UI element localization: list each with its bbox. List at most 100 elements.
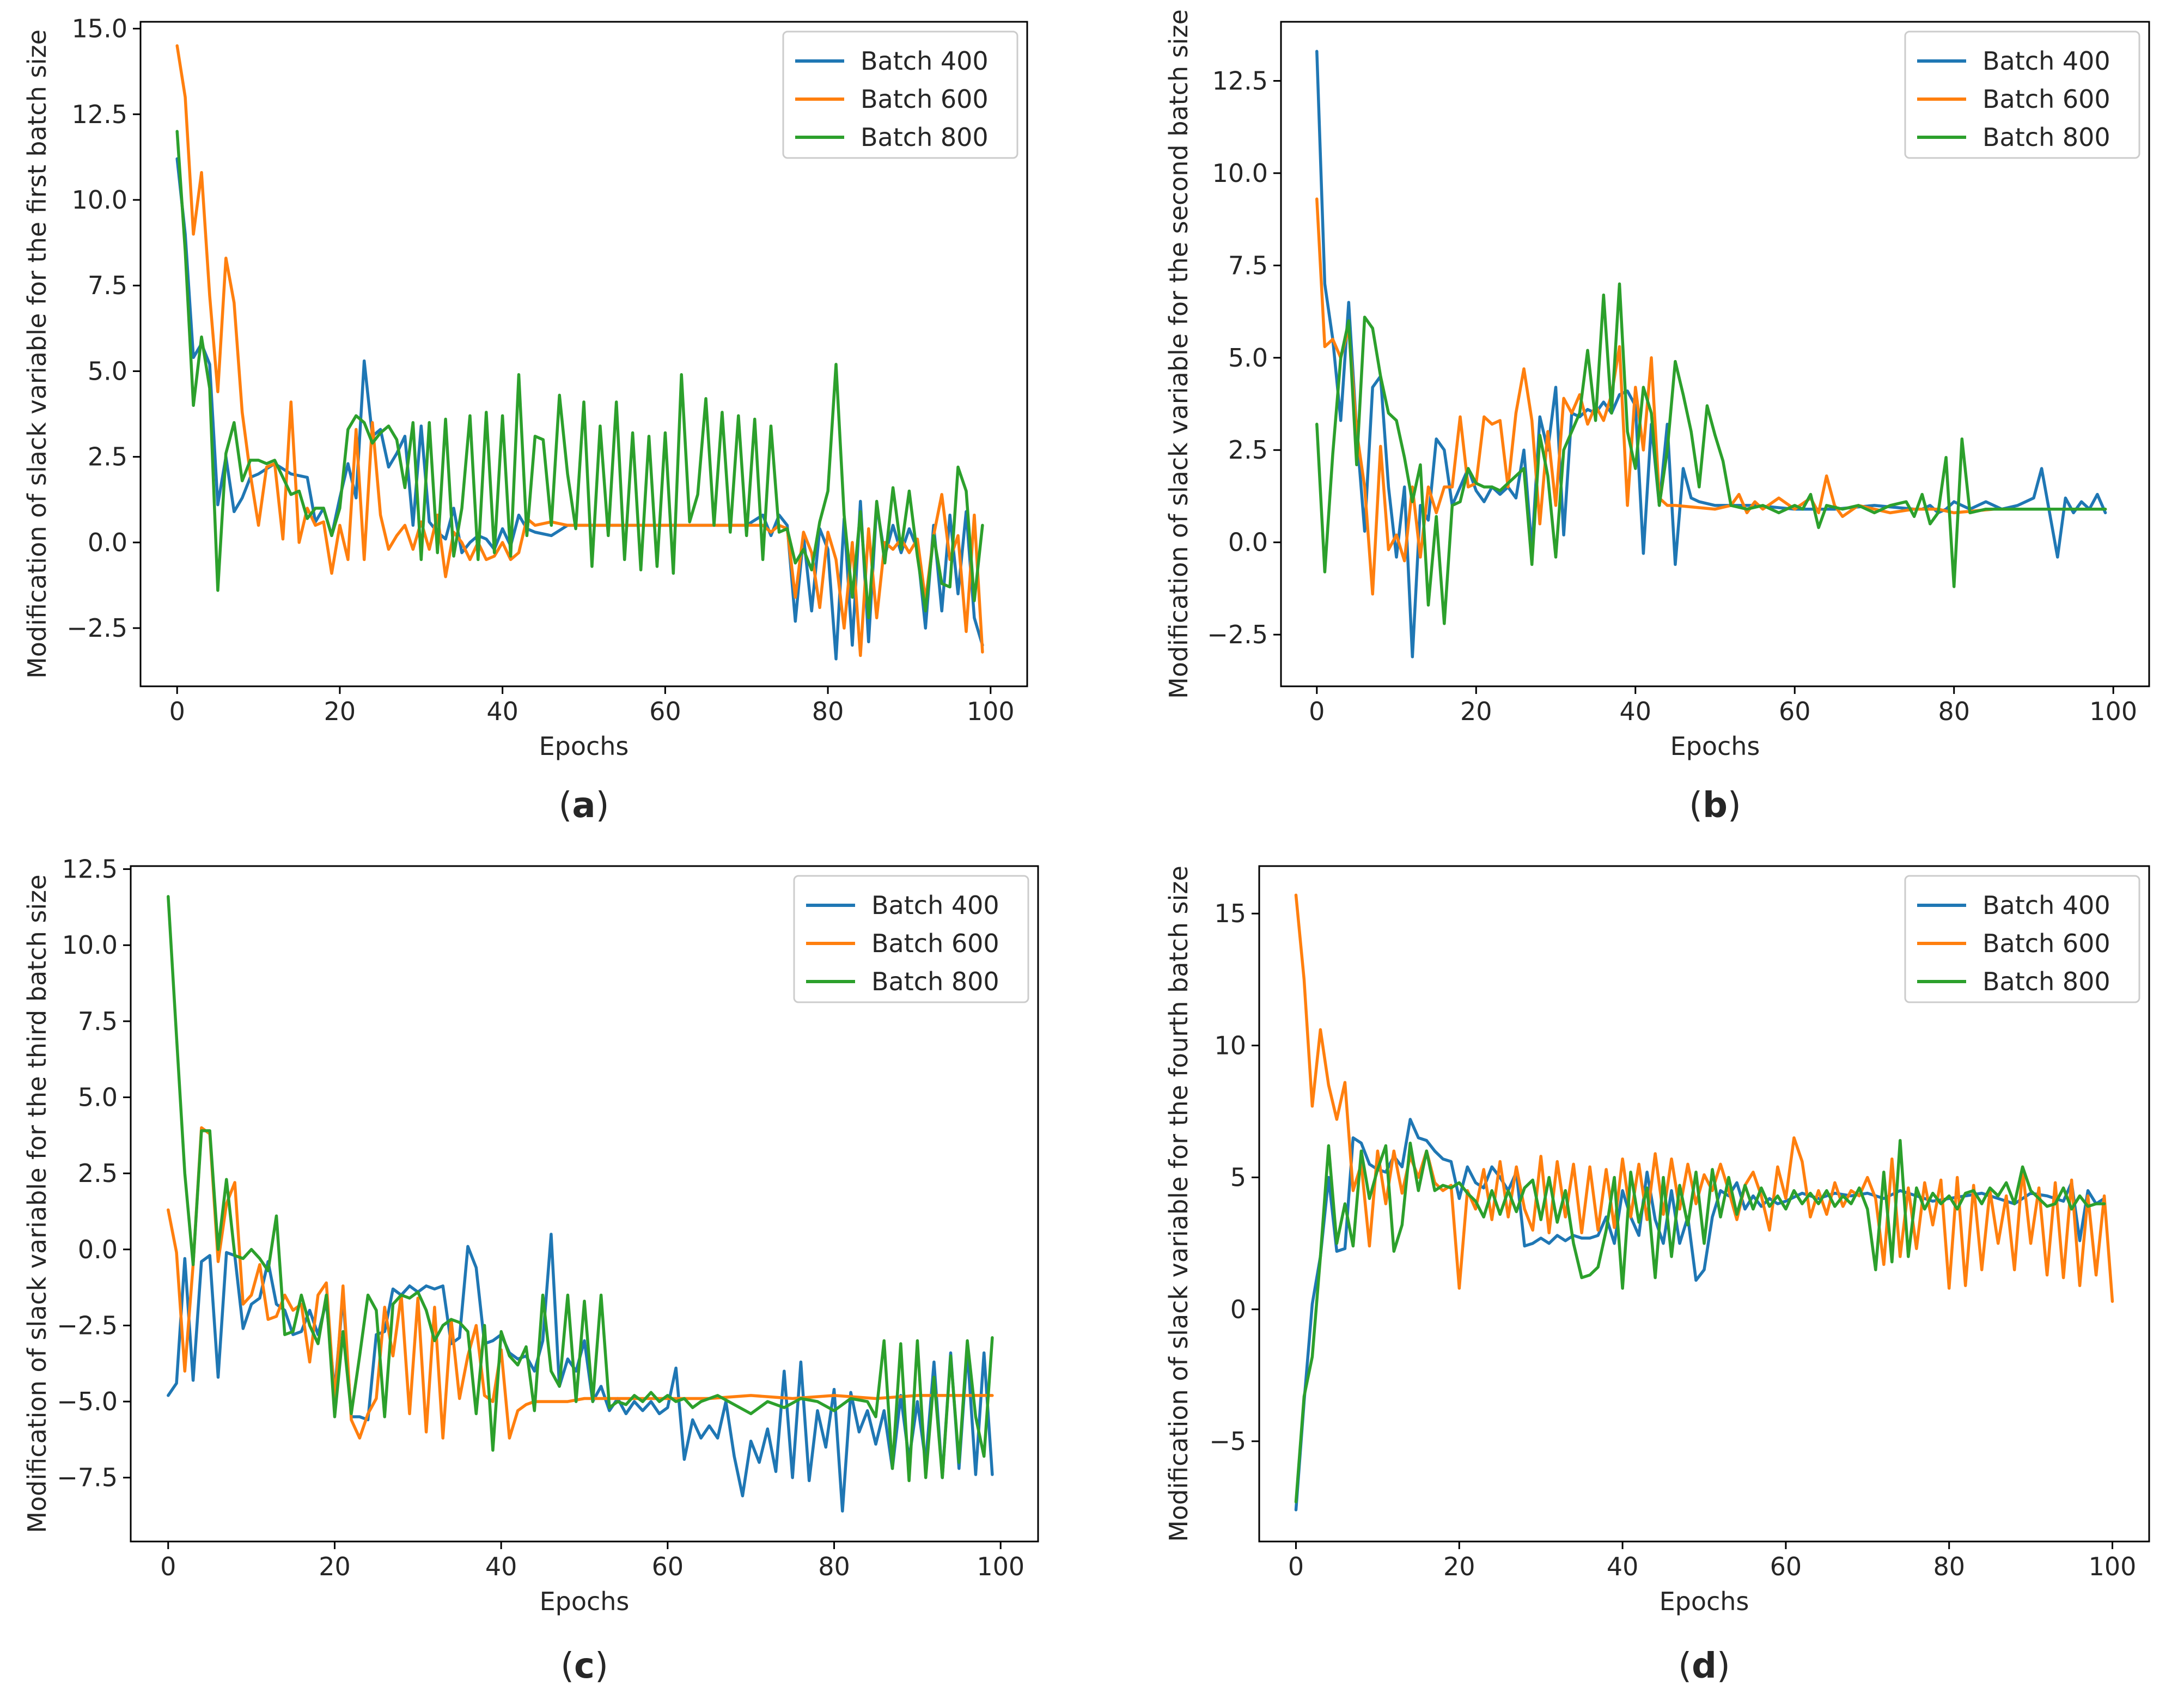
- legend-label: Batch 600: [871, 929, 999, 958]
- y-tick-label: 0.0: [88, 528, 127, 557]
- x-tick-label: 40: [486, 697, 518, 726]
- legend-label: Batch 400: [871, 891, 999, 920]
- panel-b: 0 20 40 60 80 100 −2.5 0.0 2.5 5.0 7.5 10.0 12.5 Epoc…: [1164, 9, 2150, 826]
- y-tick-label: 12.5: [72, 100, 127, 129]
- y-tick-label: 2.5: [88, 442, 127, 472]
- legend-label: Batch 400: [1982, 46, 2110, 76]
- x-axis-label: Epochs: [1670, 732, 1760, 761]
- x-axis-label: Epochs: [539, 732, 629, 761]
- y-tick-label: 10.0: [62, 930, 118, 960]
- x-tick-label: 0: [1309, 697, 1325, 726]
- legend: Batch 400 Batch 600 Batch 800: [1904, 875, 2140, 1003]
- panel-label-close: ): [1728, 785, 1741, 826]
- x-tick-label: 100: [2089, 697, 2137, 726]
- x-tick-label: 0: [169, 697, 185, 726]
- x-tick-label: 40: [485, 1552, 517, 1581]
- legend: Batch 400 Batch 600 Batch 800: [793, 875, 1029, 1003]
- panel-label-open: (: [1689, 785, 1703, 826]
- series-line-batch-600: [167, 1126, 994, 1440]
- y-tick-label: 0: [1230, 1295, 1246, 1324]
- y-tick-label: −2.5: [57, 1311, 118, 1340]
- y-tick-label: 2.5: [78, 1159, 118, 1188]
- x-tick-label: 100: [977, 1552, 1024, 1581]
- legend-label: Batch 800: [861, 123, 989, 152]
- panel-label-open: (: [1678, 1646, 1692, 1686]
- legend-label: Batch 600: [861, 84, 989, 114]
- series-line-batch-800: [1294, 1139, 2106, 1504]
- y-axis-label: Modification of slack variable for the f…: [22, 29, 52, 679]
- y-tick-label: 0.0: [78, 1235, 118, 1264]
- x-tick-label: 0: [1288, 1552, 1304, 1581]
- legend-label: Batch 400: [861, 46, 989, 76]
- series-line-batch-800: [175, 130, 984, 619]
- x-tick-label: 20: [324, 697, 356, 726]
- panel-label-open: (: [560, 1646, 574, 1686]
- x-axis-label: Epochs: [1660, 1587, 1749, 1616]
- panel-label-letter: c: [574, 1646, 595, 1686]
- x-tick-label: 40: [1619, 697, 1651, 726]
- legend-label: Batch 400: [1982, 891, 2110, 920]
- y-tick-label: 12.5: [1212, 66, 1268, 95]
- panel-label-open: (: [558, 785, 572, 826]
- y-tick-label: −2.5: [1207, 620, 1268, 649]
- y-tick-label: 15: [1214, 899, 1246, 928]
- legend-box: [1904, 31, 2140, 159]
- panel-d: 0 20 40 60 80 100 −5 0 5 10 15 Epochs Modification o…: [1164, 865, 2150, 1686]
- panel-label-close: ): [595, 1646, 608, 1686]
- y-tick-label: −7.5: [57, 1463, 118, 1492]
- axes-frame: [1258, 865, 2150, 1543]
- y-tick-label: 7.5: [78, 1007, 118, 1036]
- y-tick-label: 10.0: [72, 185, 127, 215]
- y-tick-label: 5.0: [88, 356, 127, 386]
- y-axis-label: Modification of slack variable for the s…: [1164, 9, 1193, 699]
- x-tick-label: 80: [812, 697, 844, 726]
- y-tick-label: 5.0: [78, 1083, 118, 1112]
- series-line-batch-600: [1315, 197, 2107, 596]
- series-line-batch-600: [175, 44, 984, 657]
- x-tick-label: 20: [1443, 1552, 1475, 1581]
- x-tick-label: 80: [1938, 697, 1970, 726]
- panel-label: (c): [560, 1646, 608, 1686]
- y-tick-label: 2.5: [1228, 435, 1268, 465]
- axes-frame: [1280, 21, 2150, 687]
- y-tick-label: −5: [1209, 1427, 1246, 1456]
- panel-label-letter: a: [572, 785, 595, 826]
- y-tick-label: 15.0: [72, 14, 127, 44]
- axes-frame: [139, 21, 1028, 687]
- legend: Batch 400 Batch 600 Batch 800: [1904, 31, 2140, 159]
- legend-box: [1904, 875, 2140, 1003]
- legend-label: Batch 600: [1982, 929, 2110, 958]
- panel-a: 0 20 40 60 80 100 −2.5 0.0 2.5 5.0 7.5 10.0 12.5 15.0…: [22, 14, 1028, 826]
- y-tick-label: 5.0: [1228, 343, 1268, 373]
- panel-c: 0 20 40 60 80 100 −7.5 −5.0 −2.5 0.0 2.5 5.0 7.5 10.0…: [22, 855, 1039, 1686]
- x-tick-label: 20: [1460, 697, 1492, 726]
- y-tick-label: 5: [1230, 1163, 1246, 1192]
- x-axis-label: Epochs: [540, 1587, 630, 1616]
- panel-label-letter: b: [1703, 785, 1728, 826]
- legend-label: Batch 600: [1982, 84, 2110, 114]
- y-tick-label: 7.5: [1228, 251, 1268, 280]
- y-axis-label: Modification of slack variable for the t…: [22, 874, 52, 1533]
- panel-label: (a): [558, 785, 609, 826]
- legend-box: [793, 875, 1029, 1003]
- y-tick-label: 0.0: [1228, 528, 1268, 557]
- x-tick-label: 40: [1607, 1552, 1639, 1581]
- x-tick-label: 100: [967, 697, 1015, 726]
- y-axis-label: Modification of slack variable for the f…: [1164, 866, 1193, 1542]
- x-tick-label: 60: [1779, 697, 1811, 726]
- axes-frame: [130, 865, 1039, 1543]
- x-tick-label: 60: [1770, 1552, 1802, 1581]
- x-tick-label: 60: [649, 697, 681, 726]
- legend-label: Batch 800: [1982, 967, 2110, 996]
- x-tick-label: 60: [652, 1552, 684, 1581]
- x-tick-label: 100: [2089, 1552, 2137, 1581]
- x-tick-label: 80: [818, 1552, 850, 1581]
- panel-label-close: ): [596, 785, 609, 826]
- panel-label-letter: d: [1692, 1646, 1717, 1686]
- x-tick-label: 80: [1933, 1552, 1965, 1581]
- y-tick-label: 7.5: [88, 271, 127, 300]
- series-line-batch-800: [167, 895, 994, 1483]
- x-tick-label: 20: [319, 1552, 351, 1581]
